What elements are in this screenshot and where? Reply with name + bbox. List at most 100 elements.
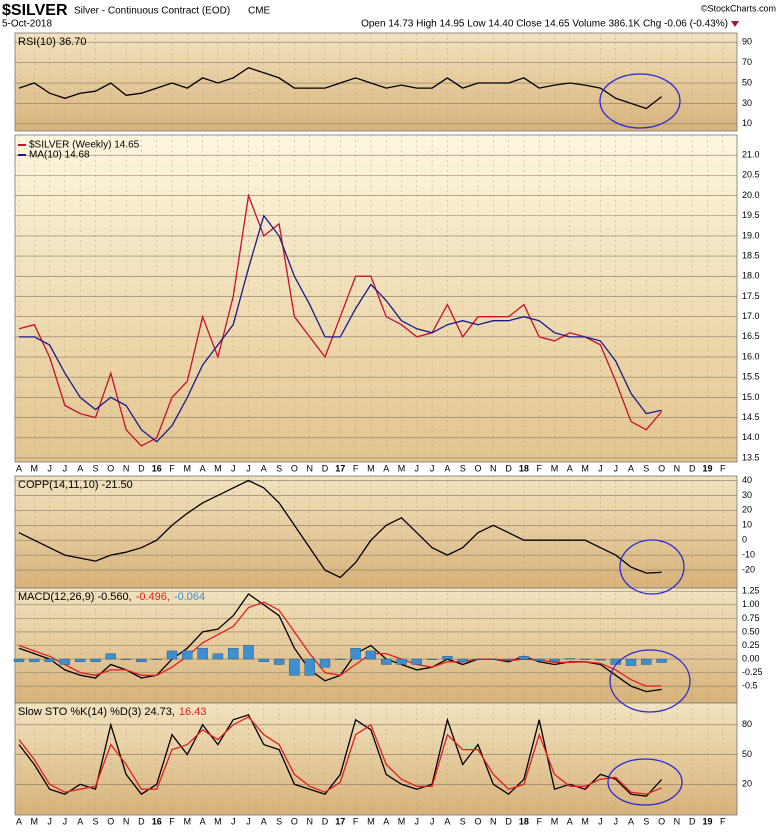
exchange: CME <box>248 6 271 17</box>
legend-label: 16.43 <box>179 706 207 718</box>
x-tick-label: J <box>63 816 68 826</box>
highlight-circle <box>599 73 681 129</box>
x-tick-label: A <box>567 463 573 473</box>
x-tick-label: A <box>200 463 206 473</box>
x-tick-label: N <box>490 816 497 826</box>
y-tick-label: 20 <box>742 779 752 789</box>
x-tick-label: D <box>138 816 145 826</box>
x-tick-label: S <box>92 463 98 473</box>
legend-label: MA(10) 14.68 <box>29 150 90 161</box>
histogram-bar <box>488 658 499 660</box>
legend-label: Slow STO %K(14) %D(3) 24.73, <box>18 706 175 718</box>
x-tick-label: N <box>674 816 681 826</box>
y-tick-label: 18.0 <box>742 271 760 281</box>
y-tick-label: 30 <box>742 98 752 108</box>
histogram-bar <box>13 658 25 662</box>
y-tick-label: 30 <box>742 490 752 500</box>
legend-label: -0.064 <box>174 591 205 603</box>
x-tick-label: D <box>505 463 512 473</box>
histogram-bar <box>426 658 438 660</box>
y-tick-label: 0.75 <box>742 613 760 623</box>
y-tick-label: 70 <box>742 57 752 67</box>
x-tick-label: O <box>474 463 481 473</box>
histogram-bar <box>90 658 101 662</box>
y-tick-label: 80 <box>742 719 752 729</box>
legend-label: MACD(12,26,9) -0.560, <box>18 591 132 603</box>
histogram-bar <box>641 658 652 665</box>
x-tick-label: J <box>415 463 420 473</box>
x-tick-label: J <box>598 463 603 473</box>
x-tick-label: 18 <box>519 816 529 826</box>
x-tick-label: J <box>231 816 236 826</box>
x-tick-label: S <box>92 816 98 826</box>
x-tick-label: J <box>613 463 618 473</box>
x-tick-label: A <box>261 816 267 826</box>
x-tick-label: A <box>16 463 22 473</box>
y-tick-label: 17.0 <box>742 311 760 321</box>
y-tick-label: 17.5 <box>742 291 760 301</box>
x-tick-label: O <box>107 463 114 473</box>
x-tick-label: F <box>169 463 175 473</box>
x-tick-label: J <box>231 463 236 473</box>
x-tick-label: D <box>322 463 329 473</box>
x-tick-label: O <box>107 816 114 826</box>
histogram-bar <box>625 658 637 666</box>
x-tick-label: M <box>367 463 375 473</box>
histogram-bar <box>59 658 71 665</box>
x-tick-label: O <box>291 463 298 473</box>
legend-label: COPP(14,11,10) -21.50 <box>18 479 133 491</box>
histogram-bar <box>411 658 422 665</box>
x-tick-label: D <box>138 463 145 473</box>
histogram-bar <box>549 658 560 662</box>
x-tick-label: N <box>490 463 497 473</box>
x-tick-label: J <box>63 463 68 473</box>
x-tick-label: F <box>353 816 359 826</box>
histogram-bar <box>350 648 361 660</box>
series-line <box>18 714 663 797</box>
x-tick-label: A <box>628 816 634 826</box>
x-tick-label: M <box>551 463 559 473</box>
x-tick-label: 19 <box>702 463 712 473</box>
series-line <box>18 601 662 687</box>
histogram-bar <box>457 658 468 662</box>
y-tick-label: -10 <box>742 550 755 560</box>
panel-background <box>14 475 738 589</box>
x-tick-label: S <box>643 816 649 826</box>
x-tick-label: S <box>460 463 466 473</box>
legend-label: RSI(10) 36.70 <box>18 36 86 48</box>
histogram-bar <box>442 656 453 660</box>
x-tick-label: F <box>720 463 726 473</box>
highlight-circle <box>619 539 685 595</box>
x-tick-label: J <box>47 816 52 826</box>
y-tick-label: 14.0 <box>742 432 760 442</box>
histogram-bar <box>595 658 606 661</box>
x-tick-label: A <box>628 463 634 473</box>
y-tick-label: 21.0 <box>742 150 760 160</box>
x-tick-label: O <box>291 816 298 826</box>
panel-background <box>14 134 738 463</box>
y-tick-label: 0.25 <box>742 640 760 650</box>
histogram-bar <box>503 658 514 661</box>
histogram-bar <box>518 656 530 660</box>
x-tick-label: A <box>16 816 22 826</box>
histogram-bar <box>166 650 178 660</box>
histogram-bar <box>151 658 162 660</box>
x-tick-label: D <box>689 816 696 826</box>
histogram-bar <box>365 650 377 660</box>
x-tick-label: S <box>643 463 649 473</box>
x-tick-label: M <box>31 463 39 473</box>
x-tick-label: S <box>276 463 282 473</box>
x-tick-label: J <box>246 816 251 826</box>
y-tick-label: 13.5 <box>742 452 760 462</box>
y-tick-label: -0.5 <box>742 681 758 691</box>
histogram-bar <box>258 658 269 662</box>
x-tick-label: M <box>184 463 192 473</box>
x-tick-label: D <box>322 816 329 826</box>
instrument-name: Silver - Continuous Contract (EOD) <box>74 6 230 17</box>
x-tick-label: F <box>536 463 542 473</box>
x-tick-label: M <box>367 816 375 826</box>
series-line <box>19 214 662 443</box>
date: 5-Oct-2018 <box>2 19 52 30</box>
y-tick-label: -0.25 <box>742 667 763 677</box>
x-tick-label: 16 <box>152 816 162 826</box>
